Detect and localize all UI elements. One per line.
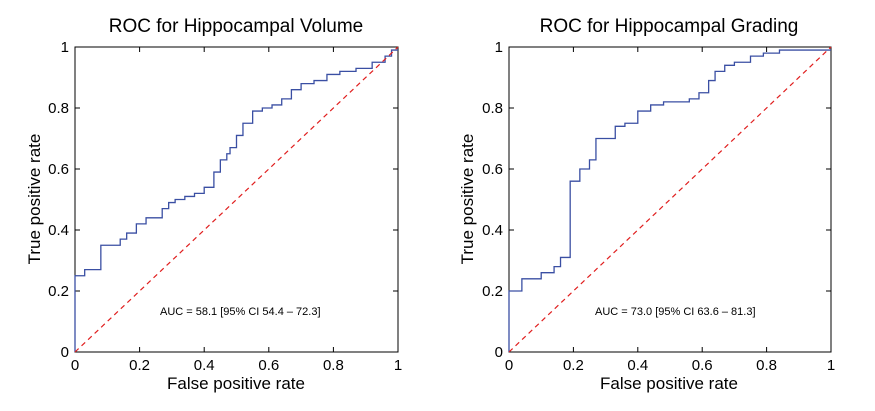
roc-panel-grading: ROC for Hippocampal Grading False positi… <box>458 16 835 393</box>
y-tick-label: 0.2 <box>48 283 69 300</box>
x-tick-label: 0 <box>71 357 79 374</box>
y-tick-label: 0.8 <box>48 100 69 117</box>
x-axis-label: False positive rate <box>167 374 305 393</box>
axes-frame <box>508 46 832 353</box>
y-tick-label: 0.4 <box>48 222 69 239</box>
y-axis-label: True positive rate <box>25 134 44 265</box>
y-tick-label: 1 <box>61 39 69 56</box>
y-tick-label: 0.4 <box>482 222 503 239</box>
x-axis-label: False positive rate <box>600 374 738 393</box>
y-tick-label: 0.6 <box>48 161 69 178</box>
y-axis-label: True positive rate <box>458 134 477 265</box>
y-tick-label: 0.8 <box>482 100 503 117</box>
x-tick-label: 1 <box>394 357 402 374</box>
x-tick-label: 0.4 <box>627 357 648 374</box>
roc-curve-line <box>508 49 831 352</box>
x-tick-label: 0.2 <box>129 357 150 374</box>
x-tick-label: 0.6 <box>258 357 279 374</box>
chart-title: ROC for Hippocampal Volume <box>109 16 364 37</box>
roc-panel-volume: ROC for Hippocampal Volume False positiv… <box>25 16 402 393</box>
y-tick-label: 0.2 <box>482 283 503 300</box>
x-tick-label: 0 <box>505 357 513 374</box>
plot-area: 0 0.2 0.4 0.6 0.8 1 0 0.2 0.4 0.6 0.8 1 <box>482 39 835 374</box>
x-tick-label: 0.4 <box>194 357 215 374</box>
x-tick-label: 0.6 <box>692 357 713 374</box>
x-tick-label: 1 <box>827 357 835 374</box>
x-tick-label: 0.8 <box>756 357 777 374</box>
chart-title: ROC for Hippocampal Grading <box>540 16 799 37</box>
auc-annotation: AUC = 73.0 [95% CI 63.6 – 81.3] <box>595 306 756 318</box>
chance-diagonal-line <box>508 46 832 353</box>
x-tick-label: 0.8 <box>323 357 344 374</box>
chance-diagonal-line <box>74 46 399 353</box>
y-tick-label: 0.6 <box>482 161 503 178</box>
x-tick-label: 0.2 <box>563 357 584 374</box>
plot-area: 0 0.2 0.4 0.6 0.8 1 0 0.2 0.4 0.6 0.8 1 <box>48 39 402 374</box>
auc-annotation: AUC = 58.1 [95% CI 54.4 – 72.3] <box>160 306 321 318</box>
y-tick-label: 0 <box>495 344 503 361</box>
roc-curve-line <box>74 49 398 352</box>
y-tick-label: 0 <box>61 344 69 361</box>
y-tick-label: 1 <box>495 39 503 56</box>
axes-frame <box>74 46 399 353</box>
